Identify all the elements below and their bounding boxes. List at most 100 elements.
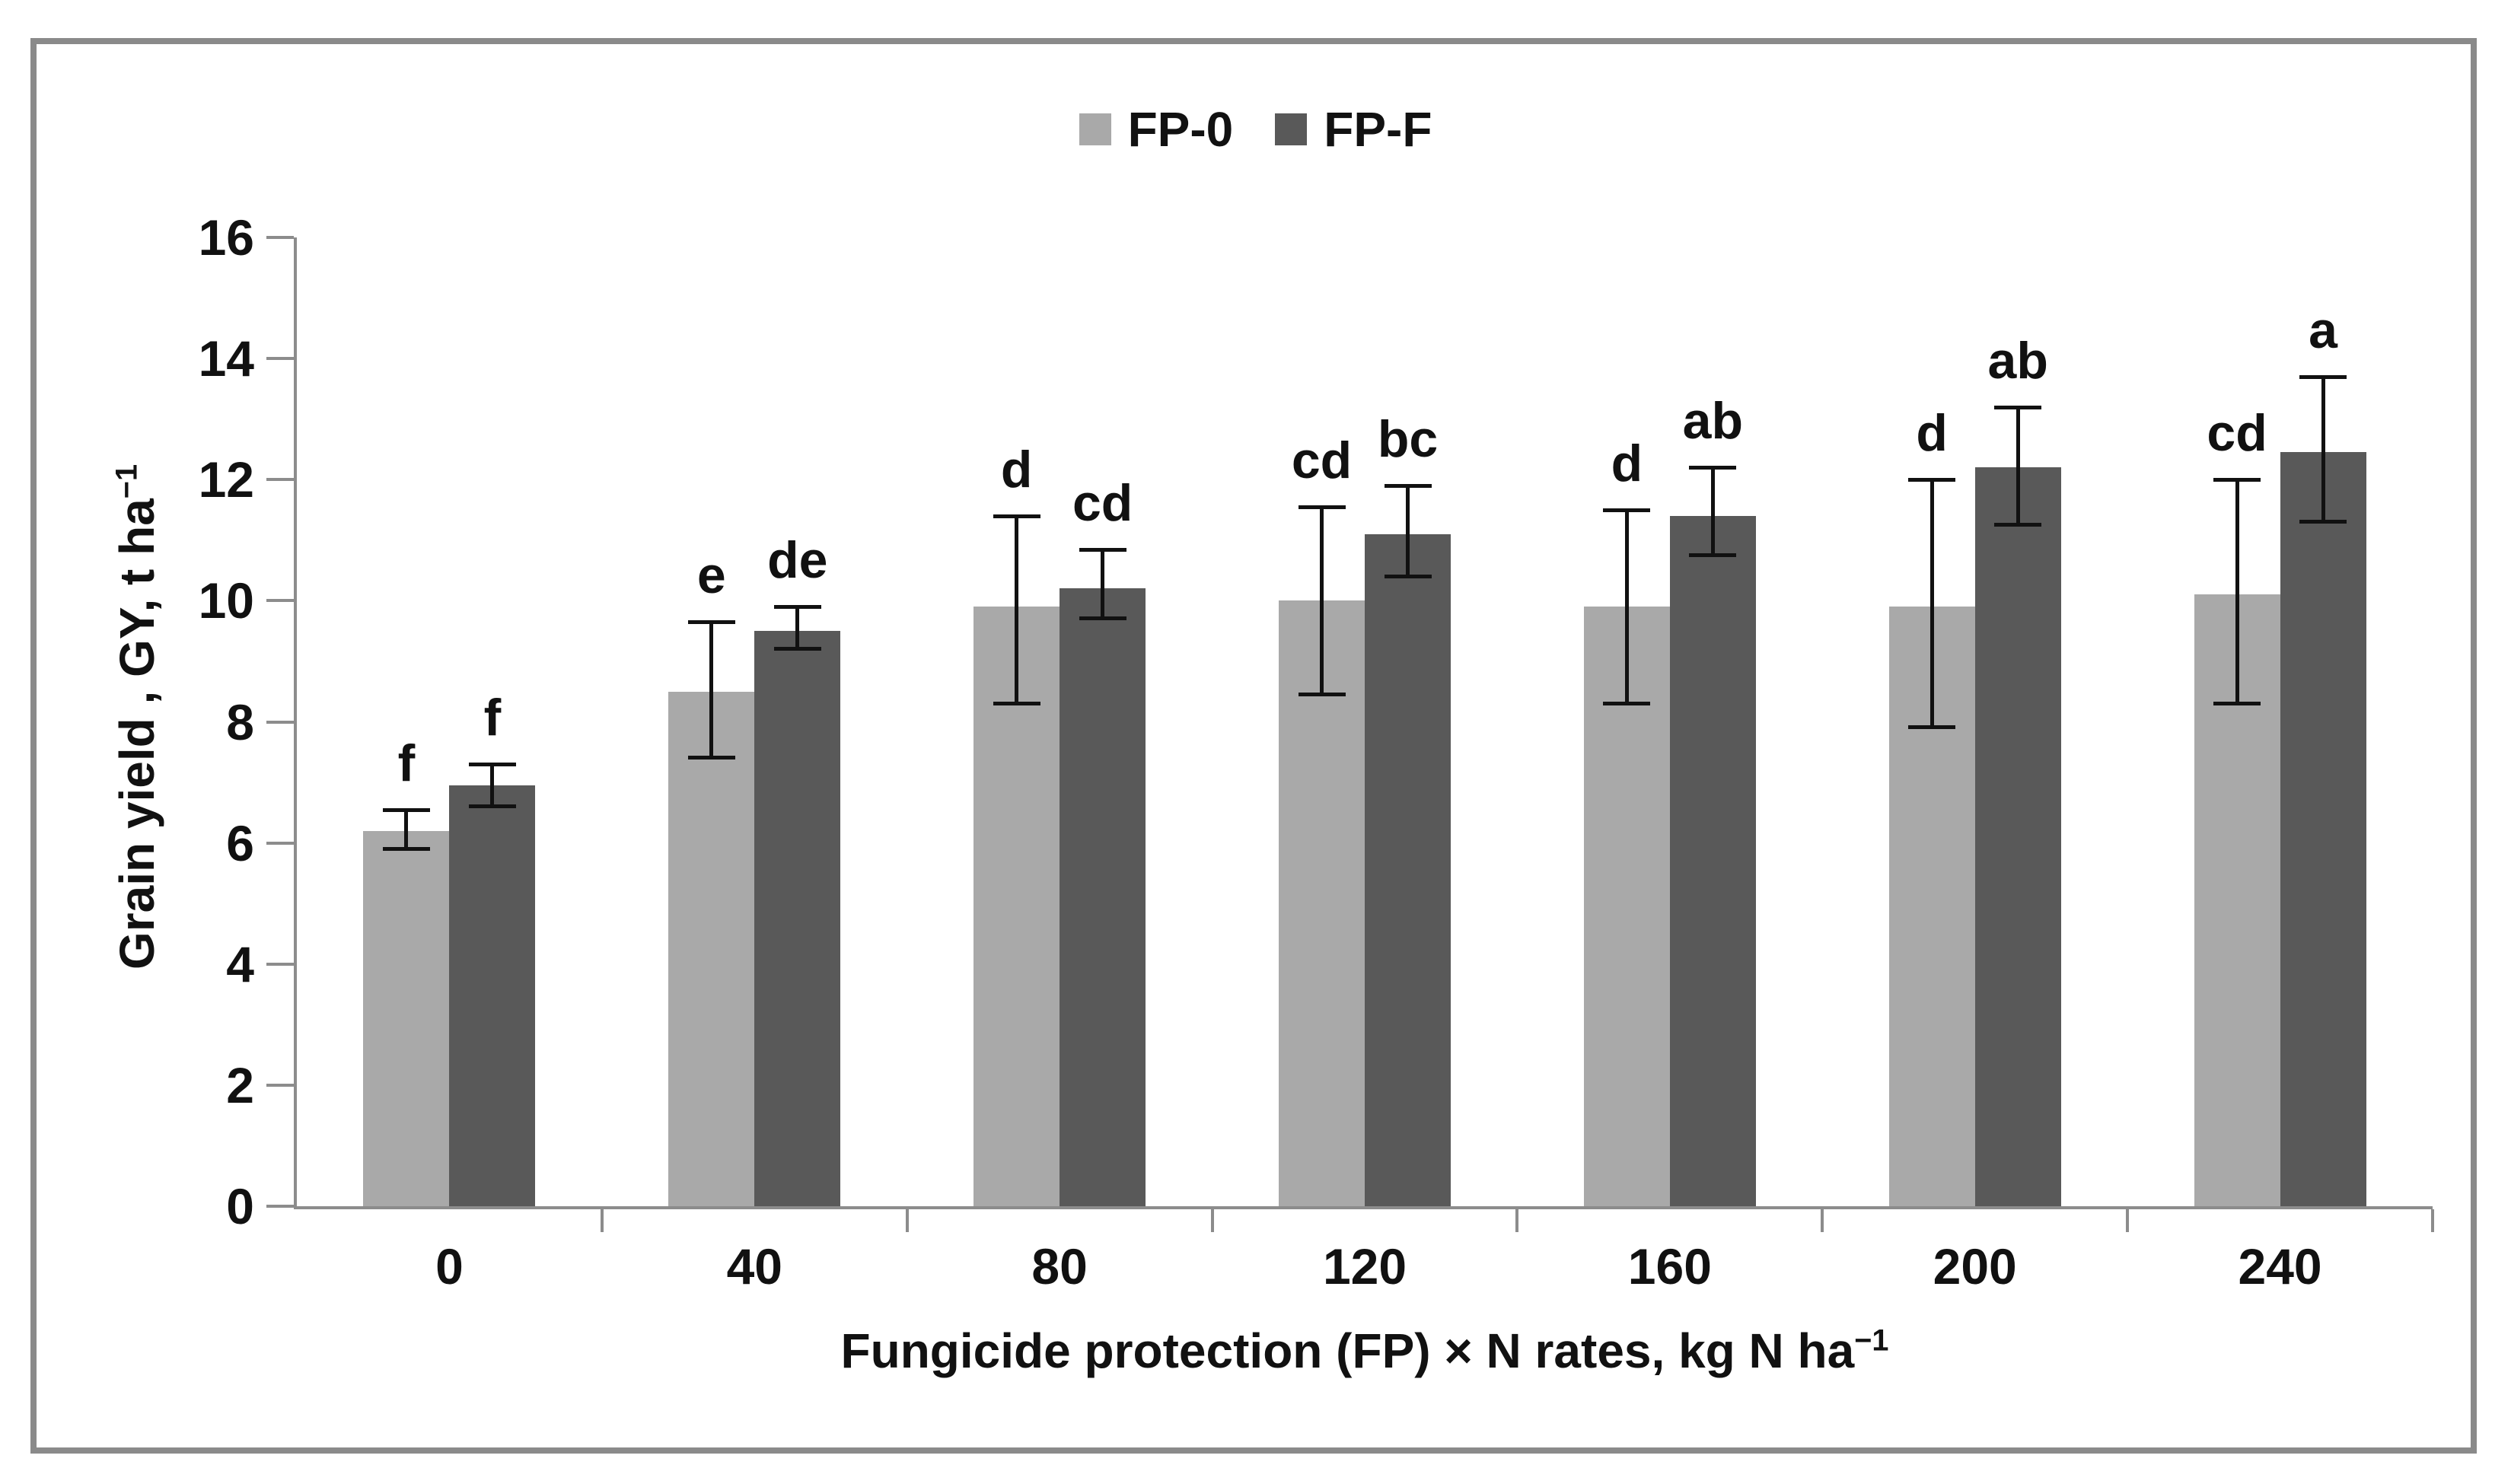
error-bar-cap-top (1079, 547, 1126, 552)
significance-letter: cd (1072, 473, 1133, 532)
error-bar-cap-top (1298, 505, 1346, 510)
error-bar-line (1015, 515, 1019, 704)
bar-FP-F-80 (1060, 588, 1146, 1206)
x-tick-label: 160 (1627, 1238, 1712, 1295)
error-bar-line (404, 809, 409, 849)
error-bar-cap-bottom (773, 647, 821, 651)
significance-letter: ab (1682, 392, 1744, 451)
x-tick-label: 0 (435, 1238, 464, 1295)
error-bar-line (1624, 510, 1629, 704)
legend-item-fp0: FP-0 (1079, 102, 1234, 157)
error-bar-cap-top (1384, 484, 1432, 489)
bar-FP-F-240 (2280, 452, 2366, 1206)
legend-label-fp0: FP-0 (1127, 102, 1234, 157)
y-tick (266, 841, 294, 845)
x-tick-label: 80 (1031, 1238, 1088, 1295)
bar-FP-0-0 (363, 830, 450, 1206)
bar-FP-F-120 (1365, 533, 1451, 1206)
bar-FP-0-40 (668, 691, 755, 1206)
error-bar-cap-top (2299, 374, 2347, 379)
error-bar-cap-bottom (687, 756, 735, 760)
significance-letter: f (397, 734, 416, 792)
error-bar-cap-bottom (1603, 701, 1651, 705)
x-tick-label: 200 (1933, 1238, 2017, 1295)
x-tick (2431, 1209, 2434, 1232)
error-bar-line (2235, 479, 2239, 704)
bar-FP-F-40 (754, 631, 841, 1206)
significance-letter: d (1000, 440, 1033, 498)
legend: FP-0 FP-F (0, 105, 2511, 154)
x-tick-label: 120 (1322, 1238, 1407, 1295)
error-bar-line (1101, 549, 1105, 619)
x-axis-title-superscript: −1 (1854, 1323, 1889, 1358)
error-bar-cap-bottom (1689, 553, 1737, 557)
bar-FP-0-80 (973, 607, 1060, 1206)
significance-letter: d (1611, 435, 1643, 493)
x-tick-label: 40 (726, 1238, 782, 1295)
error-bar-cap-bottom (993, 701, 1040, 705)
error-bar-cap-bottom (468, 804, 516, 808)
error-bar-cap-bottom (1994, 522, 2042, 527)
significance-letter: de (767, 531, 828, 590)
x-tick (1515, 1209, 1519, 1232)
y-tick (266, 1205, 294, 1208)
y-tick (266, 357, 294, 361)
y-tick (266, 236, 294, 239)
y-tick (266, 720, 294, 724)
bar-FP-0-120 (1279, 600, 1365, 1206)
y-tick-label: 6 (226, 814, 254, 871)
significance-letter: cd (1291, 432, 1353, 490)
error-bar-line (1710, 467, 1715, 556)
error-bar-cap-bottom (382, 846, 430, 851)
error-bar-line (795, 607, 800, 650)
error-bar-line (2321, 376, 2325, 522)
bar-FP-0-160 (1583, 607, 1670, 1206)
y-tick-label: 16 (198, 209, 254, 266)
error-bar-line (1320, 507, 1324, 695)
error-bar-cap-bottom (1384, 574, 1432, 578)
error-bar-line (490, 764, 495, 807)
error-bar-cap-top (1603, 508, 1651, 513)
error-bar-cap-bottom (1079, 616, 1126, 621)
x-tick-label: 240 (2238, 1238, 2322, 1295)
error-bar-cap-bottom (2213, 701, 2261, 705)
significance-letter: ab (1987, 331, 2048, 390)
error-bar-cap-top (993, 514, 1040, 518)
significance-letter: bc (1377, 410, 1439, 469)
error-bar-line (2015, 406, 2020, 525)
error-bar-line (709, 622, 714, 759)
error-bar-cap-bottom (1298, 692, 1346, 696)
x-tick (2126, 1209, 2130, 1232)
error-bar-cap-bottom (2299, 519, 2347, 524)
y-tick-label: 0 (226, 1178, 254, 1234)
error-bar-cap-top (2213, 478, 2261, 482)
x-tick (905, 1209, 909, 1232)
y-tick (266, 1083, 294, 1087)
x-axis-title: Fungicide protection (FP) × N rates, kg … (841, 1323, 1889, 1379)
y-tick (266, 599, 294, 603)
error-bar-cap-bottom (1908, 725, 1956, 730)
error-bar-cap-top (773, 605, 821, 610)
significance-letter: a (2309, 301, 2337, 359)
error-bar-line (1406, 486, 1410, 577)
y-tick-label: 4 (226, 935, 254, 992)
y-tick-label: 14 (198, 330, 254, 387)
error-bar-cap-top (687, 620, 735, 625)
error-bar-line (1929, 479, 1934, 728)
x-tick (1210, 1209, 1214, 1232)
error-bar-cap-top (382, 807, 430, 812)
figure-frame (30, 38, 2477, 1454)
error-bar-cap-top (468, 763, 516, 767)
x-axis-line (294, 1206, 2433, 1209)
legend-label-fpf: FP-F (1324, 102, 1432, 157)
x-tick (600, 1209, 604, 1232)
y-tick-label: 8 (226, 693, 254, 750)
error-bar-cap-top (1994, 405, 2042, 409)
error-bar-cap-top (1908, 478, 1956, 482)
bar-FP-F-200 (1974, 467, 2061, 1206)
significance-letter: f (483, 689, 502, 747)
bar-FP-F-0 (449, 785, 536, 1206)
legend-swatch-fpf-icon (1275, 113, 1308, 145)
legend-item-fpf: FP-F (1275, 105, 1432, 154)
